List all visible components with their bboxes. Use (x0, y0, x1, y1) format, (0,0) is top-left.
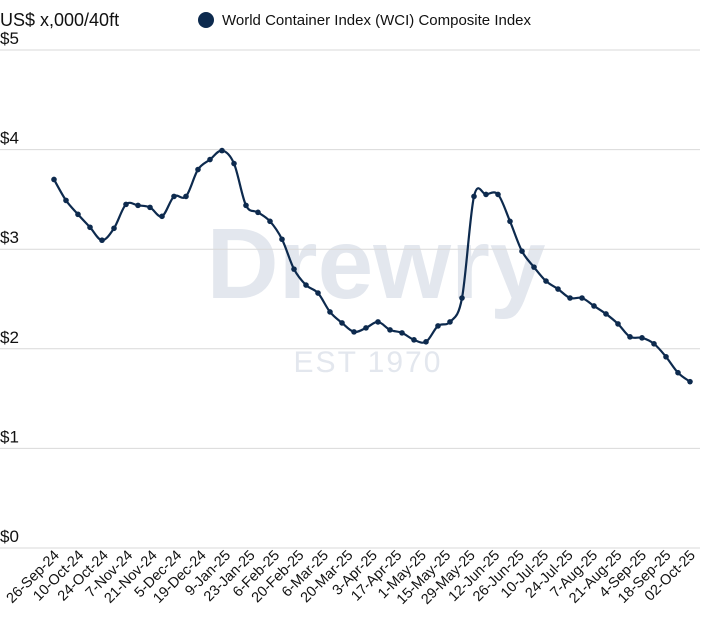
data-point (303, 282, 309, 288)
data-point (687, 378, 693, 385)
data-point (159, 213, 165, 220)
y-tick-label: $5 (0, 29, 19, 48)
data-point (243, 202, 249, 209)
data-point (291, 266, 297, 272)
watermark-tagline: EST 1970 (294, 346, 443, 379)
y-tick-label: $0 (0, 527, 19, 546)
legend-label: World Container Index (WCI) Composite In… (222, 12, 532, 29)
data-point (279, 236, 285, 243)
data-point (495, 191, 501, 198)
data-point (435, 323, 441, 329)
data-point (87, 224, 93, 231)
y-tick-label: $4 (0, 129, 19, 148)
data-point (447, 319, 453, 325)
data-point (99, 237, 105, 244)
data-point (615, 321, 621, 327)
data-point (543, 278, 549, 284)
data-point (267, 218, 273, 225)
data-point (603, 311, 609, 317)
data-point (135, 202, 141, 209)
data-point (63, 197, 69, 204)
data-point (651, 341, 657, 347)
data-point (423, 339, 429, 345)
data-point (591, 303, 597, 309)
data-point (471, 193, 477, 200)
legend-marker (198, 12, 214, 28)
data-point (231, 160, 237, 167)
data-point (459, 295, 465, 301)
data-point (483, 191, 489, 198)
data-point (411, 337, 417, 343)
data-point (639, 335, 645, 341)
data-point (627, 334, 633, 340)
unit-label: US$ x,000/40ft (0, 10, 119, 30)
data-point (339, 320, 345, 326)
data-point (255, 209, 261, 216)
data-point (351, 329, 357, 335)
y-tick-label: $3 (0, 228, 19, 247)
data-point (219, 147, 225, 154)
data-point (555, 286, 561, 292)
data-point (519, 248, 525, 254)
data-point (111, 225, 117, 232)
y-tick-label: $1 (0, 427, 19, 446)
watermark-brand: Drewry (206, 208, 545, 320)
data-point (315, 290, 321, 296)
y-tick-label: $2 (0, 328, 19, 347)
data-point (579, 295, 585, 301)
data-point (663, 353, 669, 360)
data-point (387, 327, 393, 333)
data-point (567, 295, 573, 301)
data-point (123, 201, 129, 208)
data-point (171, 193, 177, 200)
data-point (183, 193, 189, 200)
data-point (507, 218, 513, 225)
data-point (375, 319, 381, 325)
data-point (675, 369, 681, 376)
data-point (207, 156, 213, 163)
data-point (531, 264, 537, 270)
data-point (75, 211, 81, 218)
data-point (399, 330, 405, 336)
data-point (363, 325, 369, 331)
data-point (51, 176, 57, 183)
data-point (147, 204, 153, 211)
data-point (195, 166, 201, 173)
data-point (327, 309, 333, 315)
